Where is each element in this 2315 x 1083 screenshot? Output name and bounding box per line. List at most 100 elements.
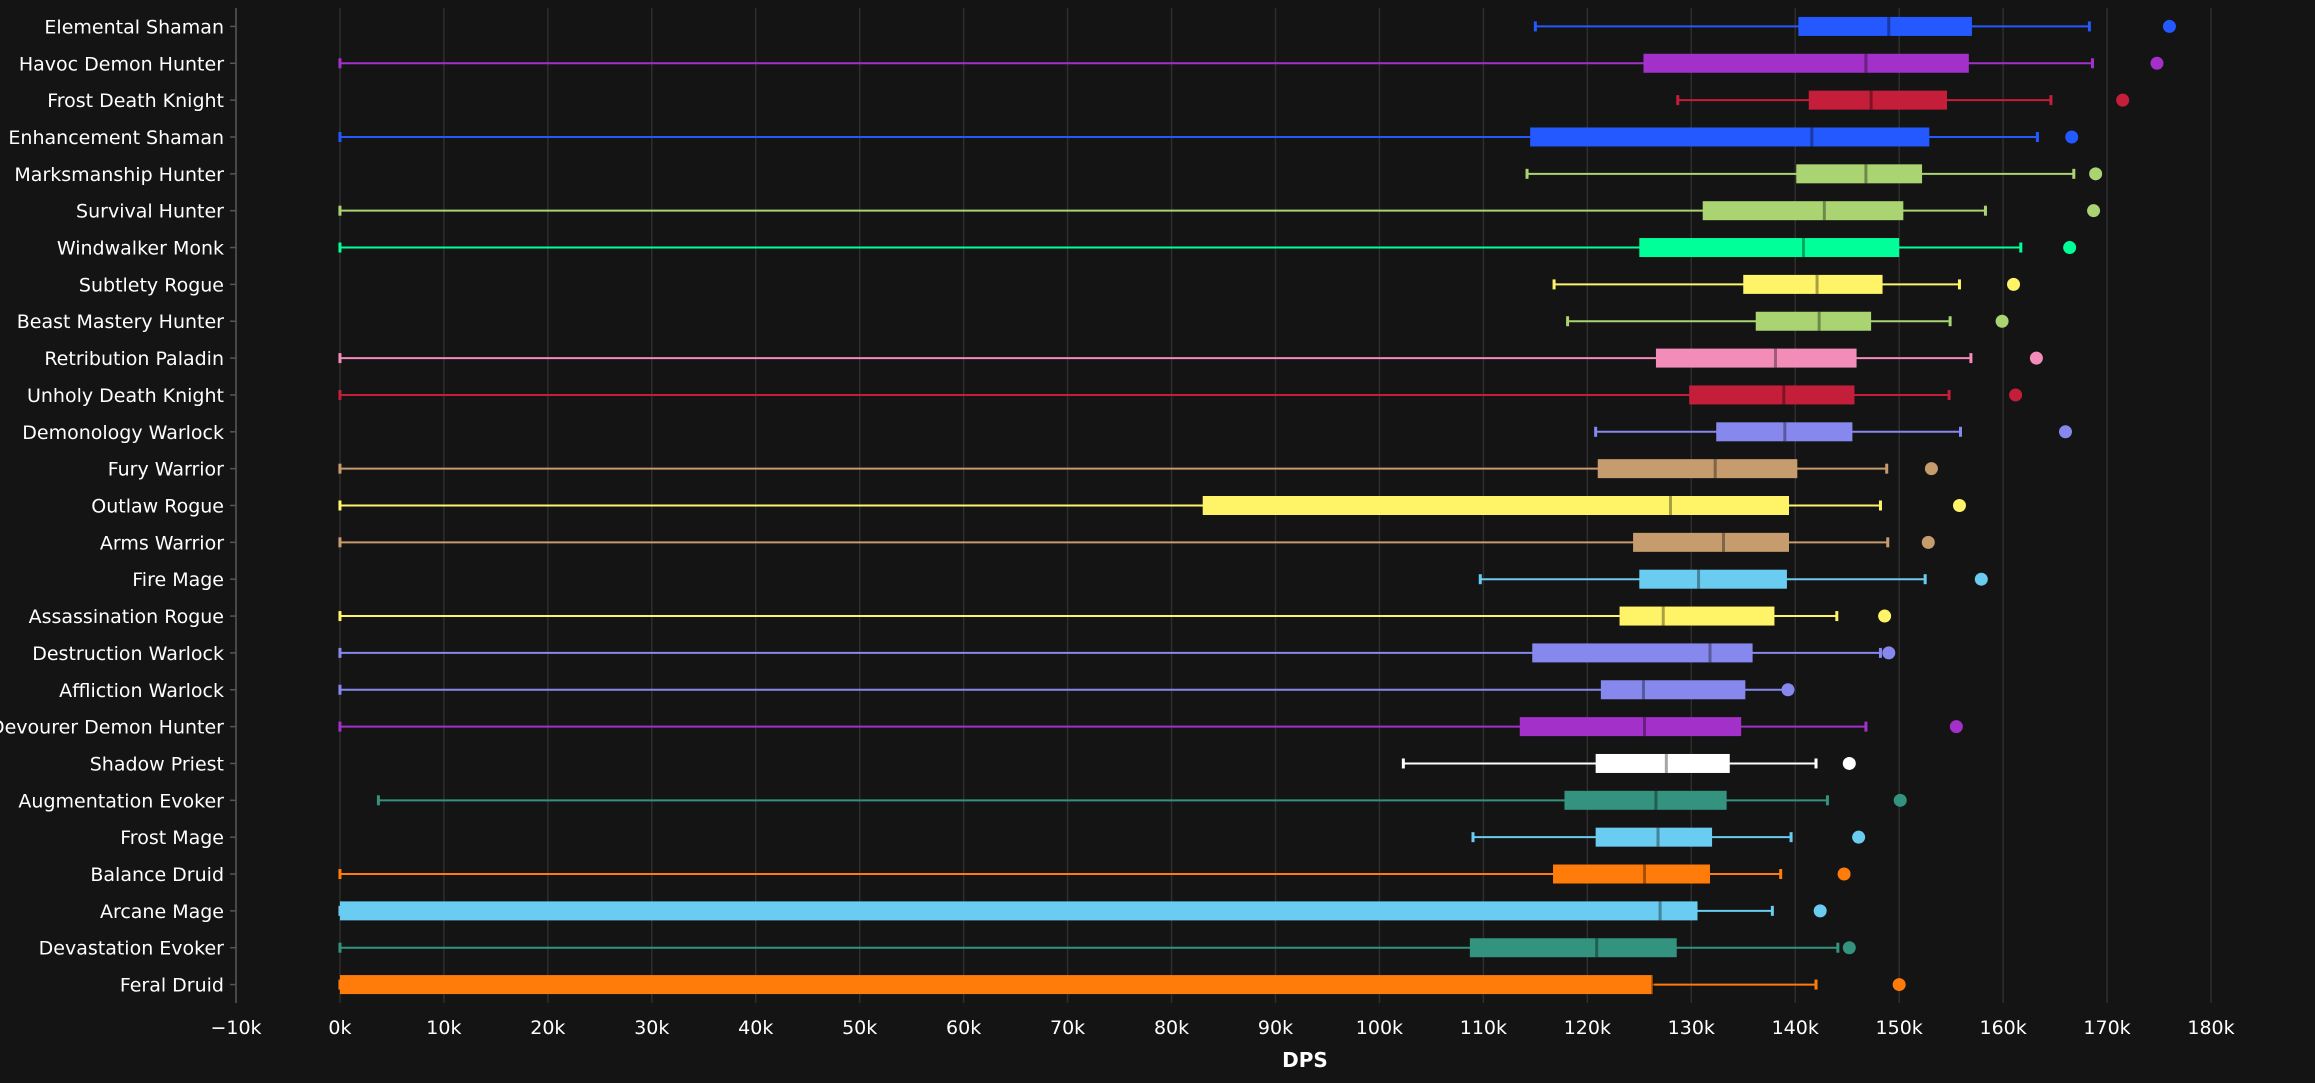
outlier-point [1892, 978, 1906, 992]
x-tick-label: 70k [1050, 1017, 1085, 1039]
outlier-point [1842, 941, 1856, 955]
category-label: Survival Hunter [76, 201, 224, 223]
outlier-point [1924, 462, 1938, 476]
iqr-box [1796, 164, 1923, 184]
category-label: Frost Death Knight [47, 90, 224, 112]
outlier-point [2009, 388, 2023, 402]
box-series [230, 459, 1938, 479]
outlier-point [2150, 56, 2164, 70]
category-label: Fire Mage [132, 569, 224, 591]
iqr-box [1716, 422, 1853, 442]
x-tick-label: 130k [1668, 1017, 1715, 1039]
box-series [230, 348, 2043, 368]
outlier-point [1921, 535, 1935, 549]
iqr-box [1743, 274, 1883, 294]
iqr-box [1553, 864, 1710, 884]
x-tick-label: 180k [2187, 1017, 2234, 1039]
iqr-box [1702, 201, 1904, 221]
category-label: Devastation Evoker [39, 938, 225, 960]
category-label: Balance Druid [90, 864, 224, 886]
box-series [230, 201, 2101, 221]
outlier-point [1837, 867, 1851, 881]
x-tick-label: 30k [634, 1017, 669, 1039]
category-label: Augmentation Evoker [18, 790, 224, 812]
x-axis: −10k 0k 10k 20k 30k 40k 50k 60k 70k 80k 90k 100k 110… [210, 8, 2235, 1039]
iqr-box [1600, 680, 1746, 700]
box-series [230, 975, 1906, 995]
box-series [230, 127, 2079, 147]
iqr-box [1530, 127, 1930, 147]
box-series [230, 864, 1851, 884]
box-series [230, 311, 2009, 331]
outlier-point [2087, 204, 2101, 218]
category-label: Outlaw Rogue [91, 496, 224, 518]
box-series [230, 274, 2021, 294]
outlier-point [1882, 646, 1896, 660]
iqr-box [1469, 938, 1677, 958]
category-label: Assassination Rogue [29, 606, 224, 628]
category-label: Windwalker Monk [57, 238, 224, 260]
x-tick-label: 90k [1258, 1017, 1293, 1039]
box-series [230, 422, 2072, 442]
x-tick-label: 120k [1564, 1017, 1611, 1039]
iqr-box [1519, 717, 1742, 737]
box-series [230, 938, 1856, 958]
x-tick-label: 150k [1876, 1017, 1923, 1039]
iqr-box [1755, 311, 1872, 331]
category-label: Marksmanship Hunter [14, 164, 224, 186]
x-tick-label: 50k [842, 1017, 877, 1039]
x-tick-label: 170k [2083, 1017, 2130, 1039]
outlier-point [2065, 130, 2079, 144]
category-label: Destruction Warlock [32, 643, 224, 665]
iqr-box [1564, 790, 1727, 810]
box-series [230, 680, 1795, 700]
outlier-point [2058, 425, 2072, 439]
outlier-point [1949, 720, 1963, 734]
box-series [230, 238, 2077, 258]
category-label: Subtlety Rogue [79, 274, 224, 296]
iqr-box [1633, 532, 1789, 552]
x-tick-label: −10k [210, 1017, 261, 1039]
outlier-point [1995, 314, 2009, 328]
category-label: Unholy Death Knight [27, 385, 224, 407]
iqr-box [1597, 459, 1798, 479]
x-axis-title: DPS [1282, 1048, 1328, 1072]
outlier-point [1952, 499, 1966, 512]
outlier-point [1813, 904, 1827, 918]
iqr-box [1639, 238, 1900, 258]
x-tick-label: 140k [1772, 1017, 1819, 1039]
outlier-point [2007, 277, 2021, 291]
box-series [230, 53, 2164, 73]
outlier-point [1974, 572, 1988, 586]
category-label: Shadow Priest [90, 753, 224, 775]
outlier-point [1852, 830, 1866, 844]
iqr-box [1595, 753, 1730, 773]
iqr-box [1619, 606, 1775, 626]
box-series [230, 827, 1866, 847]
iqr-box [339, 901, 1698, 921]
iqr-box [1808, 90, 1947, 110]
x-tick-label: 0k [328, 1017, 351, 1039]
category-label: Beast Mastery Hunter [17, 311, 224, 333]
x-tick-label: 80k [1154, 1017, 1189, 1039]
iqr-box [1689, 385, 1855, 405]
outlier-point [2116, 93, 2130, 107]
outlier-point [2063, 241, 2077, 255]
category-label: Feral Druid [120, 975, 224, 997]
box-series [230, 569, 1988, 589]
iqr-box [1595, 827, 1713, 847]
category-label: Arcane Mage [100, 901, 224, 923]
iqr-box [1655, 348, 1857, 368]
x-tick-label: 100k [1356, 1017, 1403, 1039]
outlier-point [1781, 683, 1795, 697]
category-labels: Elemental Shaman Havoc Demon Hunter Frost … [0, 16, 224, 996]
x-tick-label: 110k [1460, 1017, 1507, 1039]
iqr-box [1798, 16, 1972, 36]
category-label: Devourer Demon Hunter [0, 717, 224, 739]
category-label: Elemental Shaman [44, 16, 224, 38]
iqr-box [1532, 643, 1753, 663]
outlier-point [2089, 167, 2103, 181]
x-tick-label: 20k [530, 1017, 565, 1039]
box-series [230, 643, 1896, 663]
